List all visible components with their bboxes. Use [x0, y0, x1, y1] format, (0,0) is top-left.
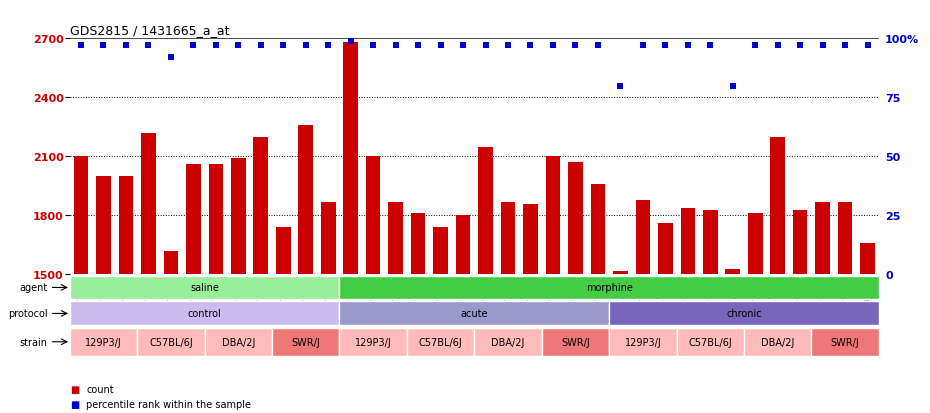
Text: protocol: protocol [7, 309, 47, 319]
Text: percentile rank within the sample: percentile rank within the sample [86, 399, 251, 409]
Bar [658, 224, 672, 275]
Bar [433, 228, 448, 275]
Bar [339, 276, 879, 300]
Text: C57BL/6J: C57BL/6J [149, 337, 193, 347]
Bar [478, 147, 493, 275]
Bar [541, 328, 609, 356]
Text: control: control [188, 309, 221, 319]
Bar [744, 328, 811, 356]
Bar [838, 202, 853, 275]
Text: SWR/J: SWR/J [561, 337, 590, 347]
Bar [609, 328, 676, 356]
Bar [254, 138, 268, 275]
Bar [613, 271, 628, 275]
Bar [299, 126, 313, 275]
Text: C57BL/6J: C57BL/6J [688, 337, 732, 347]
Bar [748, 214, 763, 275]
Text: chronic: chronic [726, 309, 762, 319]
Text: 129P3/J: 129P3/J [354, 337, 392, 347]
Bar [635, 200, 650, 275]
Bar [406, 328, 474, 356]
Text: 129P3/J: 129P3/J [85, 337, 122, 347]
Text: saline: saline [190, 283, 219, 293]
Bar [411, 214, 425, 275]
Bar [609, 302, 879, 325]
Text: morphine: morphine [586, 283, 632, 293]
Bar [816, 202, 830, 275]
Bar [860, 243, 875, 275]
Text: acute: acute [460, 309, 488, 319]
Bar [164, 251, 179, 275]
Text: count: count [86, 385, 114, 394]
Text: ■: ■ [70, 385, 79, 394]
Bar [770, 138, 785, 275]
Bar [70, 302, 339, 325]
Bar [96, 177, 111, 275]
Bar [272, 328, 339, 356]
Bar [276, 228, 290, 275]
Text: GDS2815 / 1431665_a_at: GDS2815 / 1431665_a_at [70, 24, 230, 37]
Text: DBA/2J: DBA/2J [761, 337, 794, 347]
Bar [186, 165, 201, 275]
Bar [339, 302, 609, 325]
Bar [343, 43, 358, 275]
Bar [70, 328, 138, 356]
Text: C57BL/6J: C57BL/6J [418, 337, 462, 347]
Bar [141, 133, 155, 275]
Bar [524, 204, 538, 275]
Bar [389, 202, 403, 275]
Bar [231, 159, 246, 275]
Text: SWR/J: SWR/J [830, 337, 859, 347]
Text: SWR/J: SWR/J [291, 337, 320, 347]
Text: DBA/2J: DBA/2J [491, 337, 525, 347]
Bar [456, 216, 471, 275]
Bar [137, 328, 205, 356]
Bar [681, 208, 695, 275]
Bar [676, 328, 744, 356]
Bar [365, 157, 380, 275]
Bar [474, 328, 541, 356]
Bar [568, 163, 583, 275]
Bar [811, 328, 879, 356]
Text: strain: strain [20, 337, 47, 347]
Bar [500, 202, 515, 275]
Bar [208, 165, 223, 275]
Bar [205, 328, 272, 356]
Bar [70, 276, 339, 300]
Bar [725, 269, 740, 275]
Text: DBA/2J: DBA/2J [221, 337, 255, 347]
Text: ■: ■ [70, 399, 79, 409]
Text: agent: agent [19, 283, 47, 293]
Bar [703, 210, 718, 275]
Bar [73, 157, 88, 275]
Bar [339, 328, 406, 356]
Bar [546, 157, 560, 275]
Bar [321, 202, 336, 275]
Text: 129P3/J: 129P3/J [624, 337, 661, 347]
Bar [591, 185, 605, 275]
Bar [119, 177, 133, 275]
Bar [793, 210, 807, 275]
